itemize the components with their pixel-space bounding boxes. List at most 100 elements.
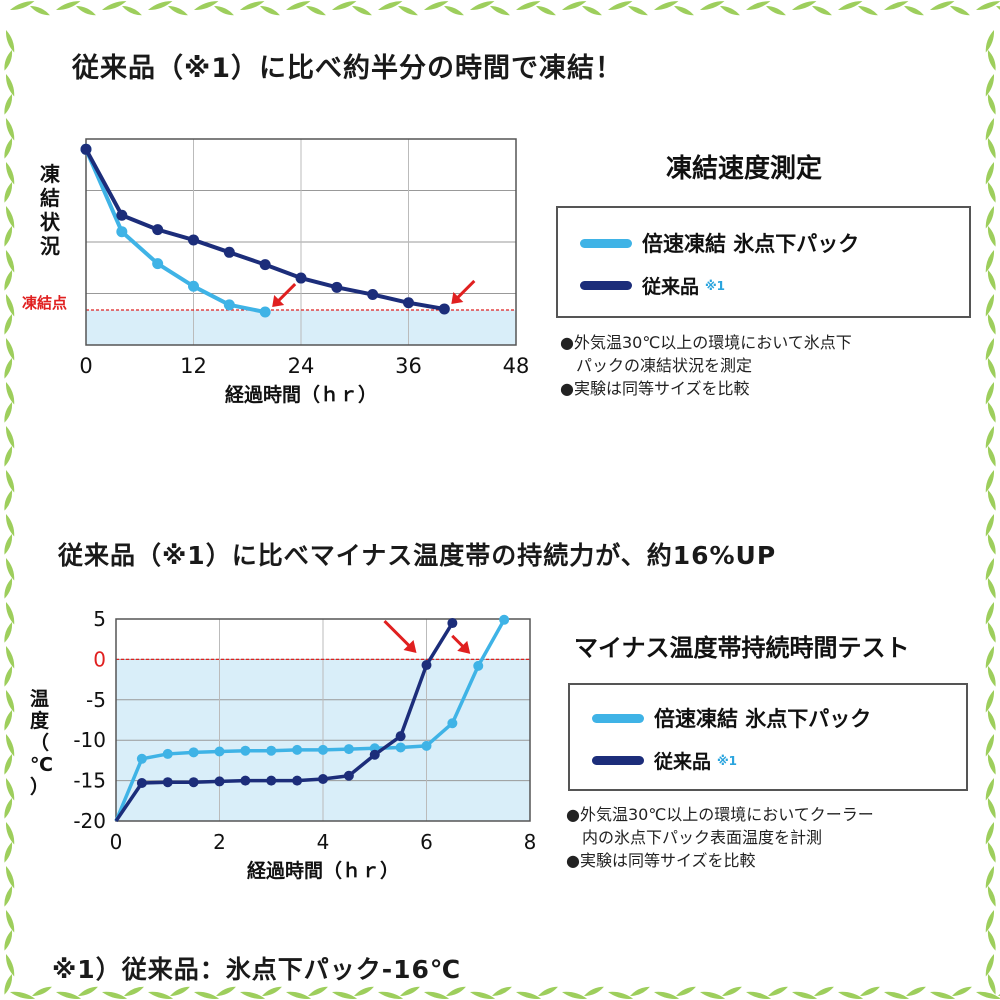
bamboo-leaf-icon — [562, 991, 588, 999]
data-point-old — [259, 259, 271, 271]
leaf-shape — [4, 94, 13, 115]
leaf-shape — [5, 514, 15, 537]
leaf-shape — [985, 426, 995, 449]
leaf-shape — [987, 490, 996, 511]
leaf-shape — [56, 991, 82, 999]
data-point-old — [188, 777, 199, 788]
leaf-shape — [996, 6, 1000, 16]
bamboo-leaf-icon — [987, 754, 996, 775]
bamboo-leaf-icon — [976, 1, 1000, 11]
data-point-old — [188, 234, 199, 246]
leaf-shape — [950, 6, 970, 16]
bamboo-leaf-icon — [4, 754, 13, 775]
bamboo-leaf-icon — [5, 910, 15, 933]
leaf-shape — [536, 6, 556, 16]
leaf-shape — [987, 270, 996, 291]
leaf-shape — [654, 1, 679, 11]
bamboo-leaf-icon — [4, 622, 13, 643]
leaf-shape — [332, 991, 358, 999]
data-point-new — [136, 753, 147, 764]
bamboo-leaf-icon — [5, 866, 15, 889]
leaf-shape — [792, 1, 817, 11]
leaf-shape — [987, 798, 996, 819]
bamboo-leaf-icon — [5, 118, 15, 141]
bamboo-leaf-icon — [985, 470, 995, 493]
section1-notes: ●外気温30℃以上の環境において氷点下 パックの凍結状況を測定 ●実験は同等サイ… — [560, 331, 852, 400]
data-point-new — [240, 745, 251, 756]
leaf-shape — [720, 6, 740, 16]
bamboo-leaf-icon — [987, 138, 996, 159]
leaf-shape — [985, 338, 995, 361]
data-point-old — [214, 776, 225, 787]
bamboo-leaf-icon — [838, 991, 864, 999]
red-arrow-icon — [272, 282, 297, 308]
legend-label-old: 従来品 — [642, 276, 700, 298]
leaf-shape — [4, 666, 13, 687]
legend-swatch-new — [580, 238, 632, 248]
bamboo-leaf-icon — [5, 250, 15, 273]
data-point-new — [266, 745, 277, 756]
bamboo-leaf-icon — [538, 986, 558, 996]
bamboo-leaf-icon — [700, 1, 725, 11]
bamboo-leaf-icon — [76, 6, 96, 16]
leaf-shape — [768, 986, 788, 996]
leaf-shape — [148, 991, 174, 999]
bamboo-leaf-icon — [985, 338, 995, 361]
data-point-new — [421, 740, 432, 751]
bamboo-leaf-icon — [444, 6, 464, 16]
leaf-shape — [985, 250, 995, 273]
bamboo-leaf-icon — [148, 1, 173, 11]
leaf-shape — [812, 6, 832, 16]
bamboo-leaf-icon — [5, 338, 15, 361]
leaf-shape — [470, 991, 496, 999]
data-point-old — [403, 297, 414, 309]
bamboo-leaf-icon — [10, 1, 35, 11]
leaf-shape — [584, 986, 604, 996]
bamboo-leaf-icon — [987, 226, 996, 247]
leaf-shape — [378, 1, 403, 11]
leaf-shape — [538, 986, 558, 996]
bamboo-leaf-icon — [985, 558, 995, 581]
bamboo-leaf-icon — [630, 986, 650, 996]
bamboo-leaf-icon — [30, 6, 50, 16]
leaf-shape — [168, 6, 188, 16]
y-axis-label: 温度（℃） — [30, 688, 53, 798]
data-point-old — [369, 749, 380, 760]
bamboo-leaf-icon — [4, 666, 13, 687]
leaf-shape — [262, 986, 282, 996]
leaf-shape — [987, 754, 996, 775]
bamboo-leaf-icon — [102, 1, 127, 11]
leaf-shape — [5, 118, 15, 141]
bamboo-leaf-icon — [470, 1, 495, 11]
bamboo-leaf-icon — [4, 358, 13, 379]
plot-frame — [115, 618, 531, 822]
leaf-shape — [976, 991, 1000, 999]
bamboo-leaf-icon — [987, 402, 996, 423]
leaf-shape — [10, 1, 35, 11]
threshold-label: 凍結点 — [22, 294, 67, 312]
bamboo-leaf-icon — [904, 6, 924, 16]
data-point-old — [421, 660, 432, 671]
data-point-new — [499, 614, 510, 625]
leaf-shape — [10, 991, 36, 999]
arrow-head — [451, 291, 464, 304]
bamboo-leaf-icon — [5, 778, 15, 801]
legend-swatch-old — [580, 281, 632, 290]
data-point-old — [331, 281, 343, 293]
leaf-shape — [122, 6, 142, 16]
bamboo-leaf-icon — [78, 986, 98, 996]
bamboo-leaf-icon — [536, 6, 556, 16]
data-point-new — [343, 744, 354, 755]
section1-heading: 従来品（※1）に比べ約半分の時間で凍結！ — [72, 53, 624, 84]
leaf-shape — [102, 991, 128, 999]
leaf-shape — [987, 622, 996, 643]
data-point-new — [447, 718, 458, 729]
bamboo-leaf-icon — [4, 138, 13, 159]
leaf-shape — [4, 842, 13, 863]
data-point-new — [116, 226, 128, 238]
bamboo-leaf-icon — [354, 986, 374, 996]
bamboo-leaf-icon — [792, 991, 818, 999]
section2-notes: ●外気温30℃以上の環境においてクーラー 内の氷点下パック表面温度を計測 ●実験… — [566, 803, 874, 872]
leaf-shape — [5, 294, 15, 317]
note-line: ●外気温30℃以上の環境において氷点下 — [560, 333, 852, 352]
